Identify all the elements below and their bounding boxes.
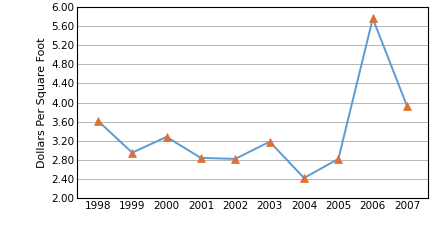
Y-axis label: Dollars Per Square Foot: Dollars Per Square Foot [37, 37, 47, 168]
